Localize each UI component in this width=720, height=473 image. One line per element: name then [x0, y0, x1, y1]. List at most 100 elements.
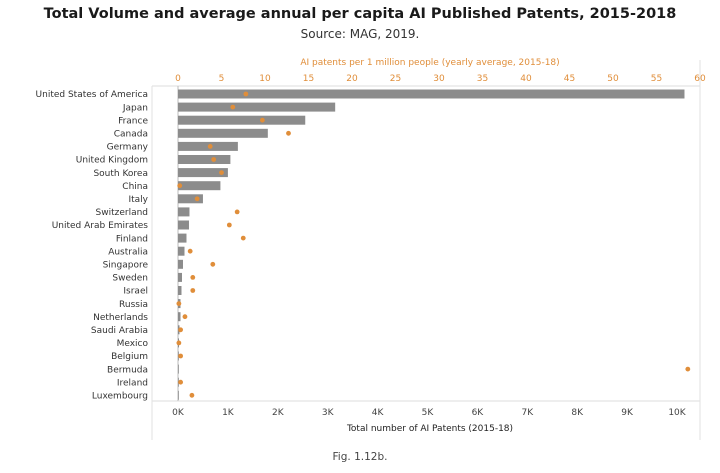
x-tick-bottom: 7K — [521, 408, 534, 418]
x-tick-top: 25 — [390, 74, 401, 84]
bar — [178, 89, 685, 99]
dot-point — [194, 196, 200, 202]
dot-point — [230, 104, 236, 110]
x-tick-top: 50 — [607, 74, 619, 84]
category-label: Japan — [122, 103, 148, 113]
figure-caption: Fig. 1.12b. — [332, 451, 388, 463]
category-labels: United States of America Japan France Canad… — [36, 90, 149, 401]
category-label: Bermuda — [107, 365, 148, 375]
dot-point — [178, 353, 184, 359]
bar — [178, 181, 221, 191]
dot-point — [286, 130, 291, 136]
x-tick-bottom: 10K — [668, 408, 686, 418]
category-label: Russia — [119, 300, 148, 310]
dot-point — [178, 379, 184, 385]
chart-subtitle: Source: MAG, 2019. — [300, 27, 420, 41]
dot-point — [211, 157, 217, 162]
bar — [178, 128, 268, 138]
category-label: United States of America — [36, 90, 148, 100]
gridlines — [151, 60, 701, 440]
dot-point — [234, 209, 240, 215]
category-label: United Arab Emirates — [52, 221, 149, 231]
category-label: China — [122, 182, 148, 192]
dot-point — [176, 301, 182, 306]
dot-series — [176, 91, 691, 398]
bar — [178, 312, 181, 322]
dot-point — [219, 170, 224, 176]
category-label: Finland — [116, 234, 148, 244]
bar — [178, 207, 190, 217]
dot-point — [240, 235, 246, 241]
x-tick-top: 60 — [694, 74, 706, 84]
dot-point — [190, 288, 196, 293]
dot-point — [178, 327, 184, 333]
bar — [178, 364, 179, 374]
x-tick-top: 0 — [175, 74, 181, 84]
dot-point — [190, 275, 196, 280]
category-label: Singapore — [103, 261, 149, 271]
x-tick-top: 10 — [259, 74, 271, 84]
bar-series — [178, 89, 685, 400]
x-tick-top: 55 — [651, 74, 662, 84]
category-label: Mexico — [117, 339, 149, 349]
dot-point — [177, 183, 183, 189]
x-tick-bottom: 0K — [172, 408, 185, 418]
bar — [178, 102, 336, 112]
category-label: Germany — [107, 143, 149, 153]
x-tick-top: 40 — [520, 74, 532, 84]
category-label: Australia — [108, 247, 148, 257]
bar — [178, 272, 182, 282]
category-label: Saudi Arabia — [91, 326, 148, 336]
category-label: Belgium — [111, 352, 148, 362]
x-tick-bottom: 6K — [472, 408, 485, 418]
bar — [178, 286, 182, 295]
x-tick-top: 30 — [433, 74, 445, 84]
category-label: Netherlands — [93, 313, 148, 323]
category-label: Switzerland — [96, 208, 149, 218]
x-tick-bottom: 5K — [422, 408, 435, 418]
bar — [178, 233, 187, 243]
bar — [178, 220, 189, 230]
x-tick-top: 5 — [219, 74, 225, 84]
bar — [178, 390, 179, 400]
axis-ticks: 0K 1K 2K 3K 4K 5K 6K 7K 8K 9K 10K 0 5 10 15 20 25 30 35 40 4… — [172, 74, 706, 418]
dot-point — [189, 392, 195, 398]
dot-point — [685, 366, 691, 372]
x-tick-bottom: 3K — [322, 408, 335, 418]
dot-point — [210, 261, 216, 267]
category-label: South Korea — [93, 169, 148, 179]
x-tick-bottom: 8K — [571, 408, 584, 418]
category-label: Ireland — [117, 378, 148, 388]
chart-title: Total Volume and average annual per capi… — [43, 6, 677, 22]
x-tick-top: 15 — [303, 74, 314, 84]
dot-point — [243, 91, 249, 97]
x-axis-title-bottom: Total number of AI Patents (2015-18) — [346, 424, 513, 434]
x-tick-bottom: 4K — [372, 408, 385, 418]
category-label: Italy — [128, 195, 148, 205]
bar — [178, 115, 306, 125]
bar — [178, 246, 185, 256]
bar — [178, 155, 231, 164]
category-label: United Kingdom — [76, 156, 148, 166]
x-tick-bottom: 1K — [222, 408, 235, 418]
x-tick-top: 35 — [477, 74, 488, 84]
category-label: Sweden — [112, 274, 148, 284]
x-tick-bottom: 2K — [272, 408, 285, 418]
category-label: Luxembourg — [92, 392, 148, 402]
dot-point — [207, 144, 213, 149]
dot-point — [187, 248, 193, 254]
dot-point — [259, 117, 265, 123]
dot-point — [226, 222, 232, 228]
category-label: Israel — [123, 287, 148, 297]
dot-point — [176, 340, 182, 346]
x-tick-top: 45 — [564, 74, 575, 84]
x-tick-bottom: 9K — [621, 408, 634, 418]
bar — [178, 259, 183, 269]
x-axis-title-top: AI patents per 1 million people (yearly … — [300, 58, 559, 68]
bar — [178, 194, 203, 204]
x-tick-top: 20 — [346, 74, 358, 84]
bar — [178, 168, 228, 178]
category-label: France — [118, 116, 148, 126]
dot-point — [182, 314, 188, 320]
